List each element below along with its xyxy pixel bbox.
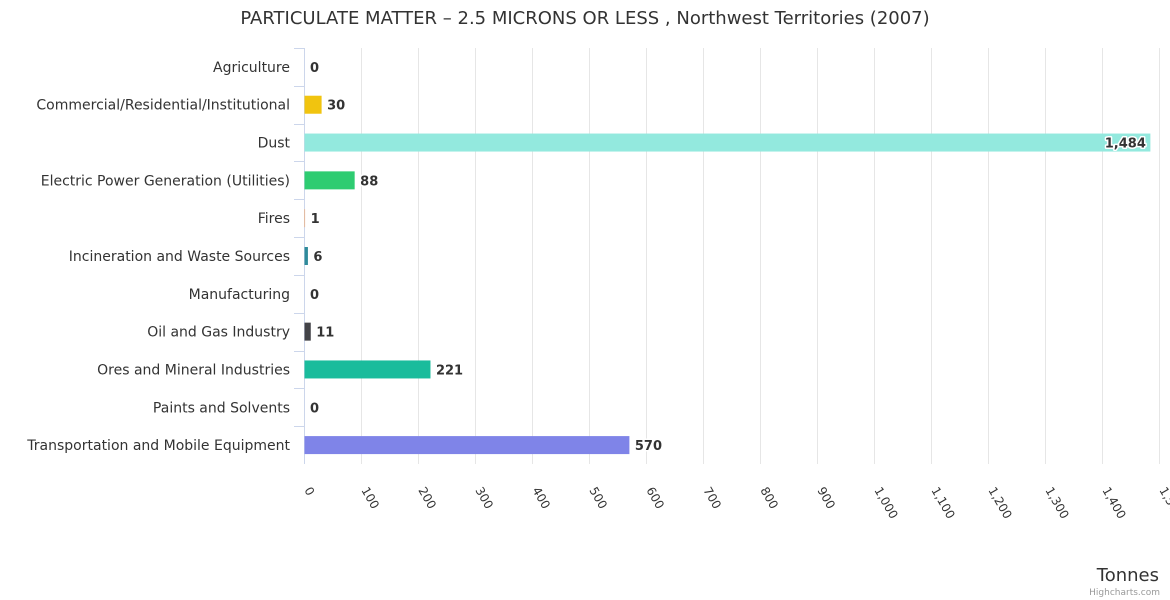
category-label: Fires <box>258 211 290 227</box>
category-label: Oil and Gas Industry <box>147 325 290 341</box>
tick-label: 1,500 <box>1156 485 1170 522</box>
value-label: 570 <box>635 439 662 454</box>
tick-label: 1,400 <box>1099 485 1128 522</box>
tick-label: 700 <box>700 485 724 512</box>
category-label: Dust <box>258 136 291 152</box>
tick-label: 600 <box>643 485 667 512</box>
value-label: 88 <box>360 174 378 189</box>
tick-label: 200 <box>415 485 439 512</box>
x-axis-title: Tonnes <box>1096 565 1159 586</box>
bar[interactable] <box>304 247 308 265</box>
x-axis-ticks: 0 100 200 300 400 500 600 700 800 900 1,000 1,100 1,… <box>301 485 1170 522</box>
tick-label: 800 <box>757 485 781 512</box>
value-label: 6 <box>313 250 322 265</box>
chart-title: PARTICULATE MATTER – 2.5 MICRONS OR LESS… <box>240 8 929 29</box>
bar[interactable] <box>304 95 322 114</box>
category-label: Manufacturing <box>189 287 290 303</box>
tick-label: 400 <box>529 485 553 512</box>
category-label: Ores and Mineral Industries <box>97 362 290 378</box>
bar[interactable] <box>304 360 431 379</box>
tick-label: 300 <box>472 485 496 512</box>
value-label: 11 <box>316 326 334 341</box>
tick-label: 1,100 <box>928 485 957 522</box>
bar[interactable] <box>304 209 306 228</box>
category-label: Paints and Solvents <box>153 400 290 416</box>
bar[interactable] <box>304 322 311 341</box>
value-label: 0 <box>310 61 319 76</box>
credits-link[interactable]: Highcharts.com <box>1089 588 1160 598</box>
tick-label: 900 <box>814 485 838 512</box>
tick-label: 0 <box>301 485 317 499</box>
value-label: 0 <box>310 288 319 303</box>
tick-label: 500 <box>586 485 610 512</box>
tick-label: 1,200 <box>985 485 1014 522</box>
value-label: 0 <box>310 401 319 416</box>
bar[interactable] <box>304 171 355 190</box>
value-label: 1 <box>311 212 320 227</box>
bar[interactable] <box>304 133 1151 152</box>
value-labels: 0 30 1,484 88 1 6 0 11 221 0 570 <box>309 59 1148 455</box>
tick-label: 100 <box>358 485 382 512</box>
tick-label: 1,300 <box>1042 485 1071 522</box>
bar[interactable] <box>304 436 630 455</box>
category-label: Transportation and Mobile Equipment <box>26 438 290 454</box>
category-label: Electric Power Generation (Utilities) <box>41 173 290 189</box>
value-label: 1,484 <box>1105 137 1146 152</box>
value-label: 221 <box>436 363 463 378</box>
category-label: Commercial/Residential/Institutional <box>36 98 290 114</box>
category-label: Agriculture <box>213 60 290 76</box>
gridlines <box>294 48 1160 464</box>
category-label: Incineration and Waste Sources <box>69 249 290 265</box>
category-labels: Agriculture Commercial/Residential/Instit… <box>26 60 290 454</box>
tick-label: 1,000 <box>871 485 900 522</box>
bars <box>304 95 1151 455</box>
value-label: 30 <box>327 99 345 114</box>
